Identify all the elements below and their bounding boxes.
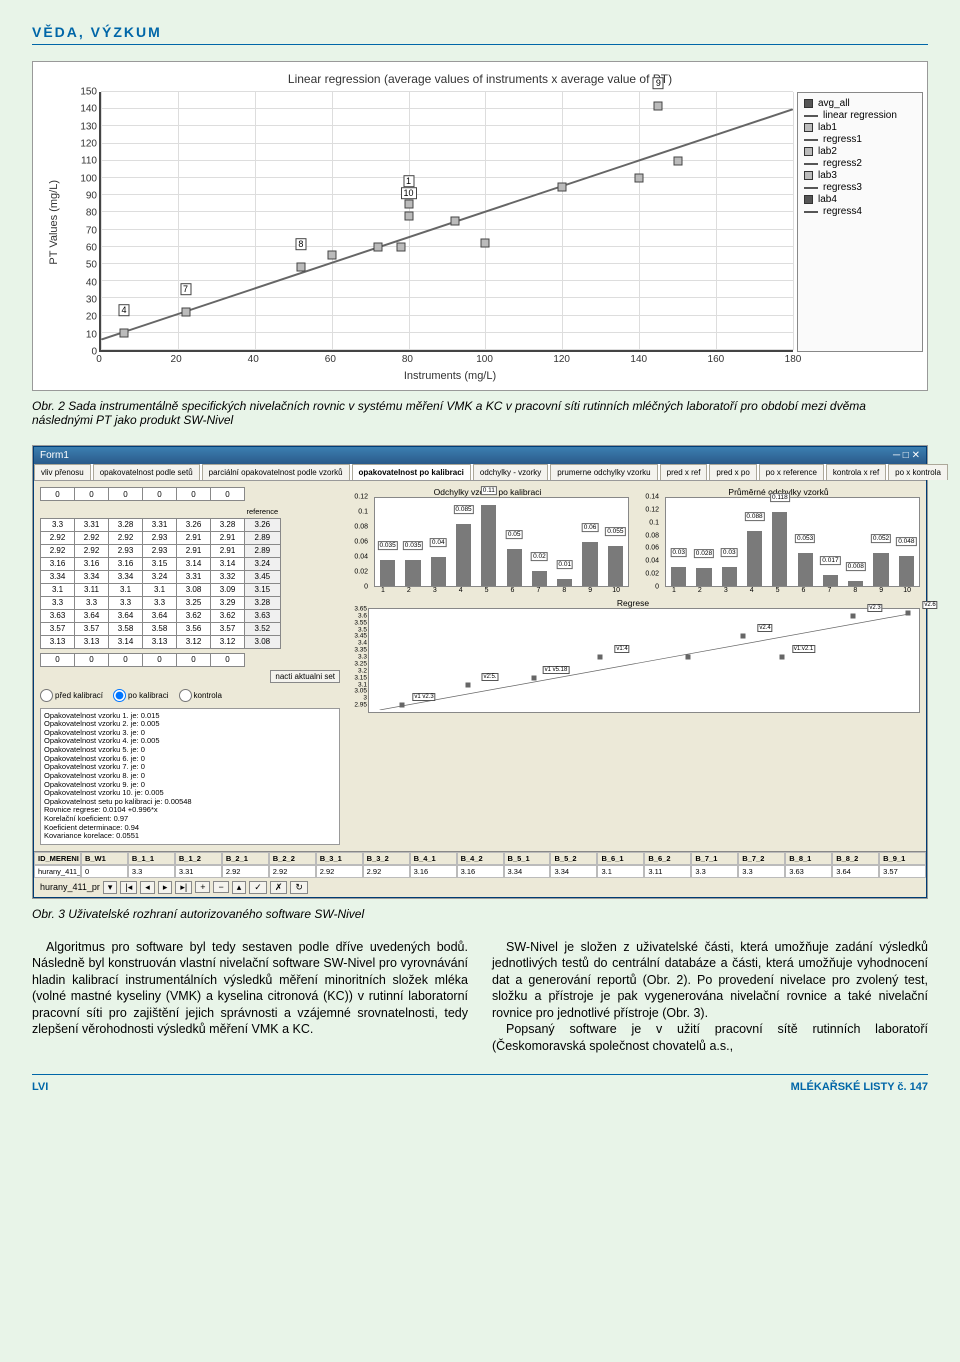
form1-tab[interactable]: prumerne odchylky vzorku	[550, 464, 657, 480]
chart1-point	[558, 182, 567, 191]
chart1-legend: avg_alllinear regressionlab1regress1lab2…	[797, 92, 923, 352]
form1-tab[interactable]: opakovatelnost po kalibraci	[352, 464, 471, 480]
section-heading: VĚDA, VÝZKUM	[32, 24, 928, 45]
form1-tab[interactable]: odchylky - vzorky	[473, 464, 548, 480]
numgrid-top: 000000	[40, 487, 245, 501]
body-columns: Algoritmus pro software byl tedy sestave…	[32, 939, 928, 1055]
regrese-title: Regrese	[346, 598, 920, 608]
form1-tab[interactable]: pred x po	[709, 464, 756, 480]
bar-left-plot: 0.0350.0350.040.0850.110.050.020.010.060…	[374, 497, 629, 587]
window-controls[interactable]: ─ □ ✕	[893, 450, 920, 461]
figure-1: Linear regression (average values of ins…	[32, 61, 928, 391]
footer-page: LVI	[32, 1081, 48, 1093]
chart1-point	[296, 263, 305, 272]
form1-tab[interactable]: po x reference	[759, 464, 824, 480]
numgrid-bottom: 000000	[40, 653, 245, 667]
chart1-ylabel: PT Values (mg/L)	[48, 180, 60, 265]
form1-titlebar: Form1 ─ □ ✕	[34, 447, 926, 464]
form1-navigator[interactable]: hurany_411_pr ▾ |◂◂▸▸| +−▴✓✗↻	[34, 878, 926, 897]
chart1-point	[404, 199, 413, 208]
figure-1-caption: Obr. 2 Sada instrumentálně specifických …	[32, 399, 928, 427]
bar-right-plot: 0.030.0280.030.0880.1180.0530.0170.0080.…	[665, 497, 920, 587]
load-set-button[interactable]: nacti aktualni set	[270, 670, 340, 683]
chart1-point	[120, 328, 129, 337]
chart1-point	[450, 217, 459, 226]
chart1-point	[373, 242, 382, 251]
form1-radios[interactable]: před kalibrací po kalibraci kontrola	[40, 689, 340, 702]
form1-tab[interactable]: kontrola x ref	[826, 464, 886, 480]
chart1-xlabel: Instruments (mg/L)	[0, 370, 923, 382]
chart1-point	[481, 239, 490, 248]
chart1-point	[327, 251, 336, 260]
chart1-point	[673, 156, 682, 165]
form1-datagrid[interactable]: ID_MERENIB_W1B_1_1B_1_2B_2_1B_2_2B_3_1B_…	[34, 851, 926, 878]
chart1-title: Linear regression (average values of ins…	[37, 66, 923, 92]
regrese-plot: 2.9533.053.13.153.23.253.33.353.43.453.5…	[368, 608, 920, 713]
footer-journal: MLÉKAŘSKÉ LISTY č. 147	[791, 1081, 928, 1093]
form1-tab[interactable]: pred x ref	[660, 464, 708, 480]
chart1-point	[396, 242, 405, 251]
form1-tab[interactable]: opakovatelnost podle setů	[93, 464, 200, 480]
chart1-point	[654, 101, 663, 110]
figure-2-caption: Obr. 3 Uživatelské rozhraní autorizované…	[32, 907, 928, 921]
form1-tab[interactable]: po x kontrola	[888, 464, 948, 480]
form1-stats: Opakovatelnost vzorku 1. je: 0.015Opakov…	[40, 708, 340, 845]
numgrid-main: reference3.33.313.283.313.263.283.262.92…	[40, 505, 281, 649]
chart1-point	[181, 308, 190, 317]
figure-2: Form1 ─ □ ✕ vliv přenosuopakovatelnost p…	[32, 445, 928, 899]
form1-tabs[interactable]: vliv přenosuopakovatelnost podle setůpar…	[34, 464, 926, 481]
form1-tab[interactable]: vliv přenosu	[34, 464, 91, 480]
chart1-point	[404, 211, 413, 220]
chart1-point	[635, 174, 644, 183]
form1-tab[interactable]: parciální opakovatelnost podle vzorků	[202, 464, 350, 480]
